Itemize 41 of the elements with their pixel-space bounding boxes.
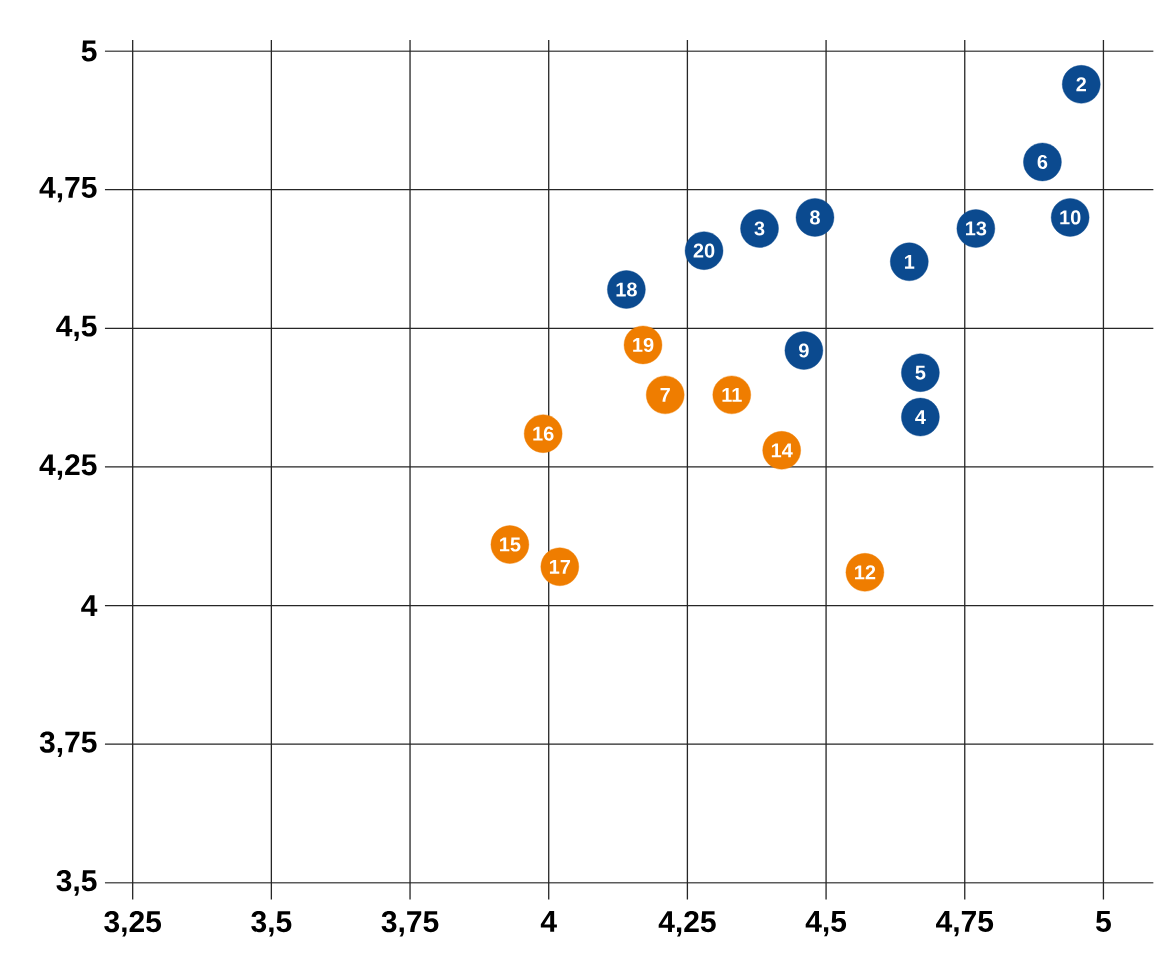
x-tick-label: 5 (1096, 910, 1111, 932)
annotation: 16 (533, 426, 554, 441)
point (646, 375, 685, 414)
point (890, 242, 929, 281)
y-tick-label: 4,25 (39, 453, 97, 480)
annotation: 13 (965, 221, 987, 236)
y-tick-label: 3,75 (39, 731, 97, 757)
y-tick-label: 5 (81, 40, 97, 62)
x-tick-label: 4,25 (658, 910, 716, 937)
annotation: 18 (616, 282, 637, 297)
annotation: 2 (1076, 77, 1086, 92)
annotation: 7 (660, 387, 670, 402)
point (901, 397, 940, 437)
annotation: 14 (771, 443, 793, 457)
x-tick-label: 3,75 (381, 910, 439, 937)
annotation: 11 (722, 387, 742, 402)
annotation: 8 (810, 210, 820, 225)
annotation: 12 (855, 565, 876, 580)
annotation: 17 (549, 559, 571, 574)
y-tick-label: 4 (81, 595, 98, 616)
point (1062, 64, 1101, 104)
annotation: 10 (1060, 210, 1081, 225)
annotation: 1 (904, 254, 915, 269)
x-tick-label: 4,75 (936, 910, 994, 937)
y-tick-label: 4,5 (56, 315, 97, 341)
x-tick-label: 3,25 (104, 910, 162, 937)
annotation: 9 (799, 343, 809, 358)
annotation: 20 (693, 243, 715, 258)
x-tick-label: 4 (540, 910, 557, 932)
annotation: 5 (915, 365, 926, 380)
x-tick-label: 3,5 (251, 910, 292, 937)
x-tick-label: 4,5 (805, 910, 847, 937)
annotation: 19 (633, 337, 654, 352)
annotation: 6 (1037, 154, 1048, 169)
point (784, 331, 824, 370)
point (795, 198, 835, 237)
y-tick-label: 3,5 (56, 869, 97, 896)
annotation: 15 (500, 537, 521, 552)
annotation: 4 (915, 409, 926, 424)
y-tick-label: 4,75 (39, 176, 97, 203)
annotation: 3 (754, 221, 765, 236)
